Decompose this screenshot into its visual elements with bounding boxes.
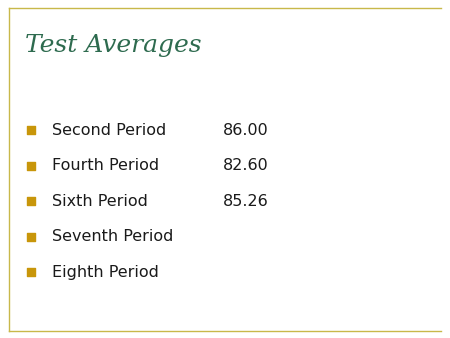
Point: [27, 127, 34, 133]
Text: Sixth Period: Sixth Period: [52, 194, 148, 209]
Text: 82.60: 82.60: [223, 158, 269, 173]
Point: [27, 269, 34, 275]
Text: 86.00: 86.00: [223, 123, 269, 138]
Text: Seventh Period: Seventh Period: [52, 229, 173, 244]
Point: [27, 163, 34, 168]
Point: [27, 198, 34, 204]
Text: Fourth Period: Fourth Period: [52, 158, 159, 173]
Text: Second Period: Second Period: [52, 123, 166, 138]
Text: Test Averages: Test Averages: [25, 34, 202, 57]
Point: [27, 234, 34, 239]
Text: Eighth Period: Eighth Period: [52, 265, 158, 280]
Text: 85.26: 85.26: [223, 194, 269, 209]
